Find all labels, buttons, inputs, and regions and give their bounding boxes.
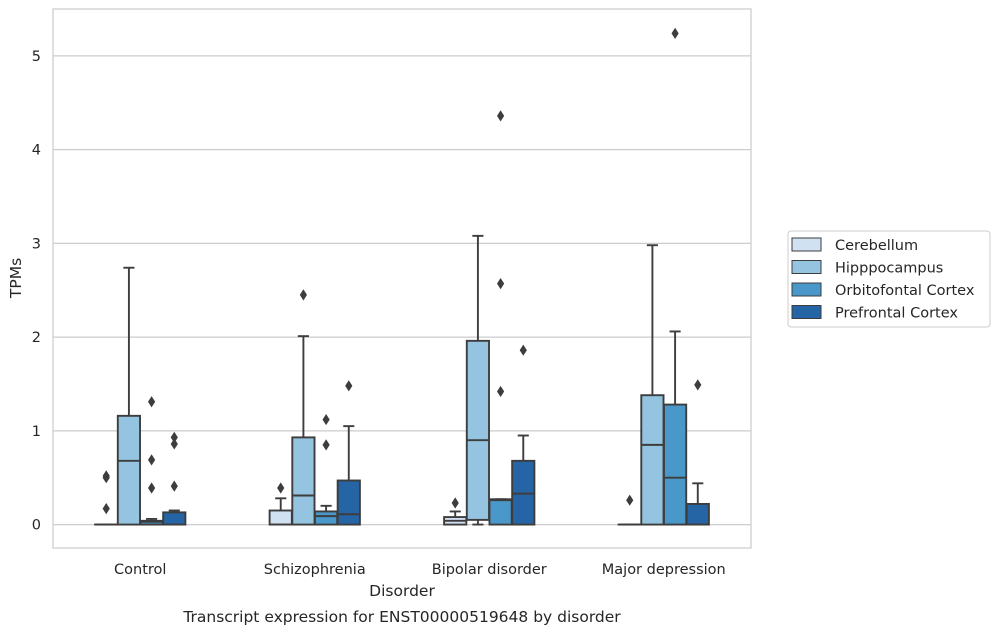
legend-swatch	[791, 260, 822, 274]
box-iqr	[640, 394, 665, 526]
legend-entry: Hipppocampus	[835, 261, 943, 277]
y-tick-label: 5	[32, 49, 41, 65]
legend-swatch	[791, 305, 822, 319]
box-cerebellum	[443, 497, 468, 526]
box-orbitofontal-cortex	[488, 110, 513, 526]
outlier-point	[299, 289, 308, 301]
outlier-point	[519, 344, 527, 356]
box-cerebellum	[617, 494, 642, 526]
box-iqr	[116, 414, 141, 526]
outlier-point	[277, 482, 285, 494]
box-prefrontal-cortex	[336, 380, 361, 526]
box-orbitofontal-cortex	[139, 396, 164, 526]
y-tick-label: 3	[32, 236, 41, 252]
outlier-point	[694, 379, 702, 391]
box-iqr	[488, 498, 513, 526]
box-iqr	[162, 511, 187, 526]
box-prefrontal-cortex	[511, 344, 536, 526]
box-iqr	[268, 509, 293, 526]
box-prefrontal-cortex	[162, 431, 187, 526]
plot-marks	[94, 27, 710, 526]
outlier-point	[102, 503, 110, 515]
box-cerebellum	[94, 470, 119, 526]
x-tick-label: Control	[114, 562, 166, 578]
outlier-point	[626, 494, 634, 506]
box-orbitofontal-cortex	[663, 27, 688, 526]
outlier-point	[322, 439, 330, 451]
legend-entry: Cerebellum	[835, 238, 918, 254]
outlier-point	[496, 278, 505, 290]
box-iqr	[685, 502, 710, 526]
legend-swatch	[791, 237, 822, 252]
legend-frame	[787, 230, 991, 328]
x-tick-labels: Control Schizophrenia Bipolar disorder Majo…	[114, 562, 726, 578]
y-tick-label: 2	[32, 330, 41, 346]
outlier-point	[345, 380, 353, 392]
x-tick-label: Schizophrenia	[264, 562, 366, 578]
outlier-point	[102, 470, 110, 482]
outlier-point	[496, 385, 505, 398]
box-hipppocampus	[116, 266, 141, 526]
outlier-point	[671, 27, 679, 39]
box-hipppocampus	[291, 289, 316, 526]
box-iqr	[336, 479, 361, 526]
outlier-point	[147, 396, 156, 408]
box-hipppocampus	[640, 244, 665, 526]
legend-entry: Prefrontal Cortex	[835, 306, 958, 322]
x-tick-label: Major depression	[602, 562, 726, 578]
box-iqr	[291, 436, 316, 526]
y-tick-label: 4	[32, 143, 41, 159]
box-orbitofontal-cortex	[314, 413, 339, 526]
x-tick-label: Bipolar disorder	[432, 562, 547, 578]
outlier-point	[147, 482, 156, 494]
legend-swatch	[791, 282, 822, 297]
box-cerebellum	[268, 482, 293, 526]
outlier-point	[170, 431, 178, 443]
box-prefrontal-cortex	[685, 379, 710, 526]
y-tick-label: 1	[32, 424, 41, 440]
outlier-point	[451, 497, 459, 509]
plot-frame	[52, 8, 752, 549]
y-tick-labels: 0 1 2 3 4 5	[32, 49, 41, 534]
box-iqr	[663, 403, 688, 526]
legend: Cerebellum Hipppocampus Orbitofontal Corte…	[787, 230, 991, 328]
outlier-point	[170, 480, 178, 492]
box-iqr	[465, 339, 490, 521]
y-axis-label: TPMs	[7, 258, 25, 299]
outlier-point	[147, 454, 156, 466]
x-axis-label: Disorder	[369, 582, 435, 600]
chart-caption: Transcript expression for ENST0000051964…	[182, 608, 621, 626]
y-tick-label: 0	[32, 518, 41, 534]
box-iqr	[314, 510, 339, 526]
outlier-point	[496, 110, 505, 122]
legend-entry: Orbitofontal Cortex	[835, 283, 975, 299]
outlier-point	[170, 438, 178, 450]
box-hipppocampus	[465, 234, 490, 526]
outlier-point	[322, 413, 330, 426]
